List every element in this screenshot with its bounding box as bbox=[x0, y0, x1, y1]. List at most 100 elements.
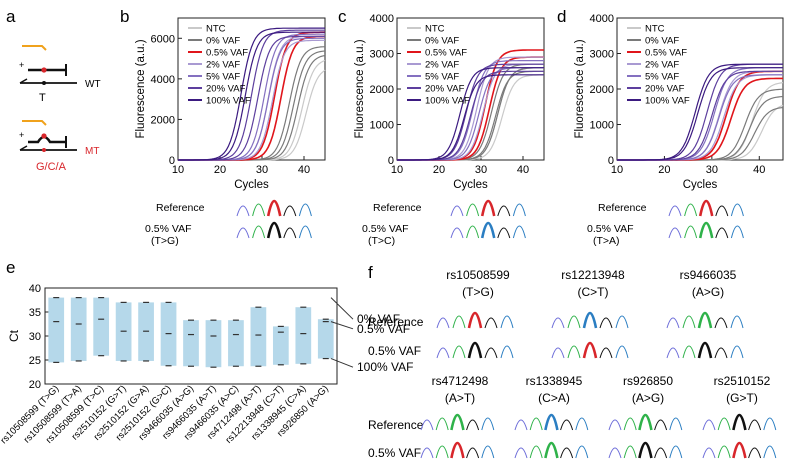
y-tick-label: 3000 bbox=[590, 49, 614, 61]
legend-entry: 5% VAF bbox=[645, 72, 679, 83]
legend-entry: 20% VAF bbox=[425, 84, 465, 95]
trace-peak bbox=[715, 205, 729, 217]
trace-peak bbox=[717, 417, 731, 431]
trace-peak bbox=[436, 347, 450, 359]
variant-peak bbox=[544, 413, 559, 431]
y-tick-label: 1000 bbox=[590, 120, 614, 132]
legend-entry: 0.5% VAF bbox=[206, 48, 248, 59]
trace-peak bbox=[763, 417, 777, 431]
trace-peak bbox=[702, 447, 716, 459]
trace-peak bbox=[551, 317, 565, 329]
sequencing-b: Reference 0.5% VAF (T>G) bbox=[145, 199, 312, 247]
trace-peak bbox=[481, 445, 495, 459]
ct-range-bar bbox=[48, 297, 65, 363]
trace-peak bbox=[567, 315, 581, 329]
trace-peak bbox=[484, 317, 498, 329]
seq-b-vaf-label: 0.5% VAF (T>G) bbox=[145, 223, 192, 247]
seq-c-vaf-label: 0.5% VAF (T>C) bbox=[362, 223, 409, 247]
trace-peak bbox=[669, 417, 683, 431]
annotation-leader bbox=[330, 321, 354, 330]
variant-peak bbox=[467, 341, 483, 359]
vaf-annotation: 0.5% VAF bbox=[357, 322, 410, 336]
trace-peak bbox=[599, 347, 613, 359]
ct-range-bar bbox=[93, 297, 110, 356]
trace-peak bbox=[529, 445, 543, 459]
y-tick-label: 0 bbox=[169, 155, 175, 167]
variant-peak bbox=[732, 413, 747, 431]
trace-peak bbox=[500, 345, 514, 359]
f-vaf-label-bottom: 0.5% VAF bbox=[368, 446, 421, 460]
seq-d-vaf-label: 0.5% VAF (T>A) bbox=[587, 223, 634, 247]
panel-label-a: a bbox=[6, 7, 16, 26]
y-tick-label: 40 bbox=[29, 283, 41, 295]
mt-probe-dot bbox=[41, 133, 47, 139]
panel-label-b: b bbox=[120, 7, 129, 26]
amplification-curve bbox=[617, 67, 783, 161]
mt-label: MT bbox=[85, 146, 99, 157]
variant-peak bbox=[697, 341, 713, 359]
legend-entry: 5% VAF bbox=[206, 72, 240, 83]
ct-range-bar bbox=[272, 326, 289, 365]
trace-peak bbox=[575, 417, 589, 431]
trace-peak bbox=[252, 203, 266, 217]
trace-peak bbox=[608, 419, 622, 431]
vaf-annotation: 100% VAF bbox=[357, 360, 413, 374]
y-tick-label: 20 bbox=[29, 379, 41, 391]
trace-peak bbox=[748, 419, 762, 431]
amplification-curve bbox=[617, 70, 783, 161]
variant-peak bbox=[544, 441, 559, 459]
trace-peak bbox=[450, 205, 464, 217]
legend-entry: 20% VAF bbox=[206, 84, 246, 95]
panel-label-f: f bbox=[368, 263, 373, 282]
amplification-curve bbox=[397, 63, 544, 161]
x-tick-label: 40 bbox=[298, 164, 310, 176]
panel-a-schematic: + WT T + MT G/C/A bbox=[19, 45, 101, 173]
snp-id: rs9466035 bbox=[680, 268, 737, 282]
snp-id: rs12213948 bbox=[561, 268, 625, 282]
trace-peak bbox=[551, 347, 565, 359]
legend-entry: 0.5% VAF bbox=[645, 48, 687, 59]
y-axis-label: Fluorescence (a.u.) bbox=[135, 39, 147, 138]
trace-peak bbox=[599, 317, 613, 329]
snp-change: (A>T) bbox=[445, 391, 475, 405]
amplification-curve bbox=[397, 74, 544, 161]
wt-plus-sign: + bbox=[19, 60, 24, 70]
y-tick-label: 4000 bbox=[590, 13, 614, 25]
variant-peak bbox=[698, 221, 714, 239]
x-tick-label: 30 bbox=[256, 164, 268, 176]
trace-peak bbox=[684, 225, 698, 239]
legend-entry: 2% VAF bbox=[645, 60, 679, 71]
mt-bases: G/C/A bbox=[36, 161, 67, 173]
legend-entry: 5% VAF bbox=[425, 72, 459, 83]
y-tick-label: 25 bbox=[29, 355, 41, 367]
amplification-chart-c: 10 20 30 40 0 1000 2000 3000 4000 Cycles Fluoresce… bbox=[354, 13, 545, 191]
seq-c-reference-label: Reference bbox=[373, 202, 422, 214]
x-tick-label: 30 bbox=[706, 164, 718, 176]
ct-range-bar bbox=[183, 320, 199, 367]
amplification-curve bbox=[178, 31, 325, 161]
variant-peak bbox=[582, 341, 598, 359]
legend-entry: NTC bbox=[645, 24, 665, 35]
trace-peak bbox=[623, 417, 637, 431]
trace-peak bbox=[748, 447, 762, 459]
amplification-chart-d: 10 20 30 40 0 1000 2000 3000 4000 Cycles Fluoresce… bbox=[574, 13, 784, 191]
trace-peak bbox=[252, 225, 266, 239]
trace-peak bbox=[466, 225, 480, 239]
x-tick-label: 20 bbox=[658, 164, 670, 176]
trace-peak bbox=[435, 417, 449, 431]
legend-entry: 0% VAF bbox=[645, 36, 679, 47]
trace-peak bbox=[714, 317, 728, 329]
legend-entry: 2% VAF bbox=[425, 60, 459, 71]
y-tick-label: 0 bbox=[608, 155, 614, 167]
trace-peak bbox=[575, 445, 589, 459]
trace-peak bbox=[668, 205, 682, 217]
x-tick-label: 30 bbox=[475, 164, 487, 176]
amplification-chart-b: 10 20 30 40 0 2000 4000 6000 Cycles Fluorescence … bbox=[135, 17, 326, 191]
trace-peak bbox=[567, 345, 581, 359]
y-tick-label: 2000 bbox=[151, 114, 175, 126]
mt-plus-sign: + bbox=[19, 130, 24, 140]
legend-entry: 100% VAF bbox=[206, 96, 251, 107]
y-tick-label: 4000 bbox=[370, 13, 394, 25]
